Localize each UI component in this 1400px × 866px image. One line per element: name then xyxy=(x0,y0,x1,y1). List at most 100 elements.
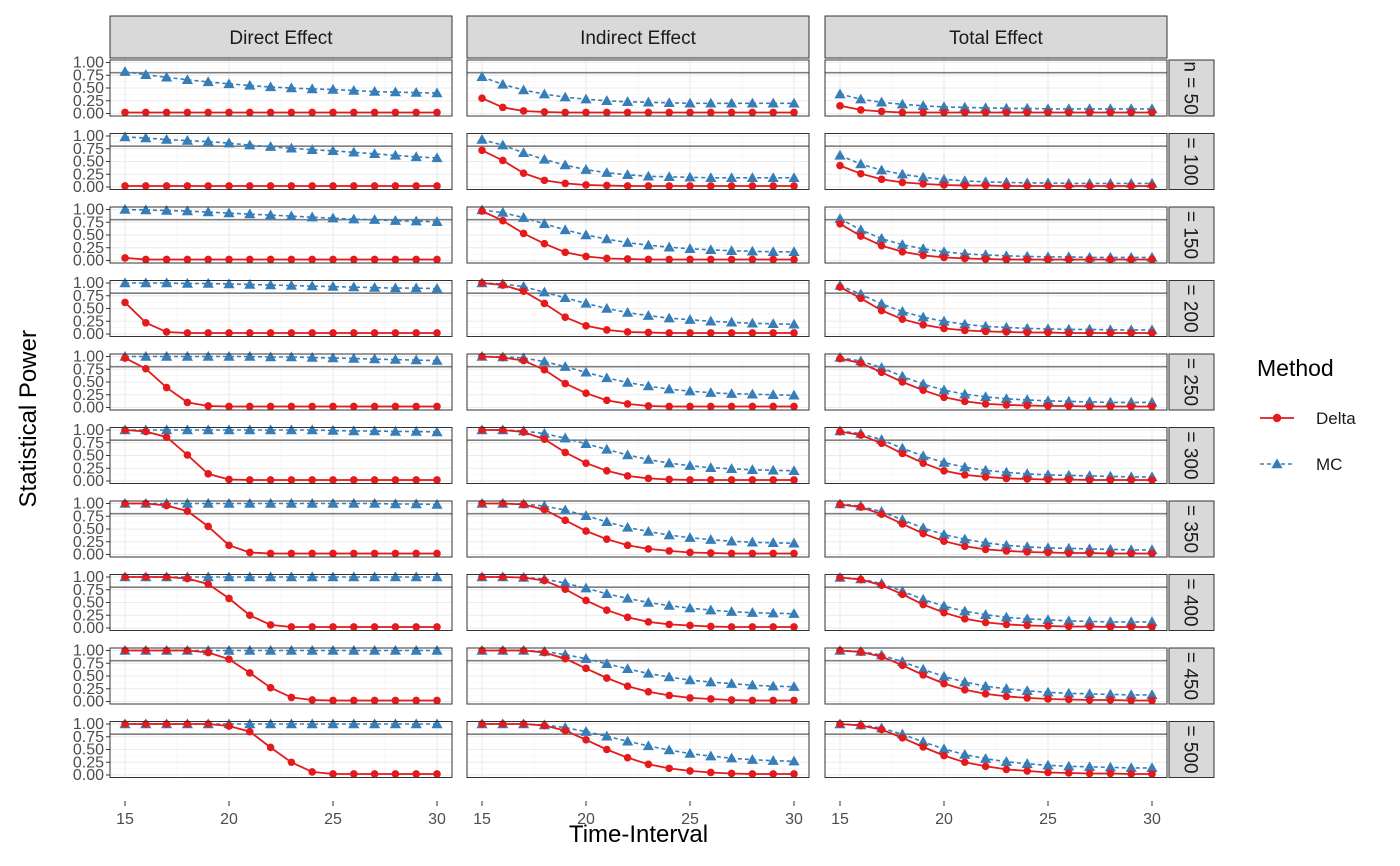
delta-point xyxy=(836,161,844,170)
mc-point xyxy=(896,442,908,453)
mc-point xyxy=(601,302,613,313)
delta-point xyxy=(162,182,171,190)
delta-point xyxy=(961,542,969,551)
y-tick-label: 0.75 xyxy=(73,729,104,746)
mc-point xyxy=(202,76,214,87)
delta-point xyxy=(898,590,907,599)
mc-point xyxy=(244,208,256,219)
y-tick-label: 0.25 xyxy=(73,166,104,183)
delta-point xyxy=(266,476,275,484)
mc-point xyxy=(938,173,950,184)
delta-point xyxy=(727,623,736,631)
delta-point xyxy=(1044,328,1052,337)
y-tick-label: 0.75 xyxy=(73,508,104,525)
delta-point xyxy=(519,428,528,436)
mc-point xyxy=(369,425,381,436)
delta-point xyxy=(391,402,400,411)
delta-point xyxy=(183,182,192,190)
delta-point xyxy=(350,108,358,117)
delta-point xyxy=(1106,182,1115,190)
mc-point xyxy=(1063,395,1075,406)
mc-point xyxy=(538,286,550,297)
delta-point xyxy=(686,329,694,337)
series-line-delta xyxy=(125,576,437,628)
mc-point xyxy=(896,168,908,179)
mc-point xyxy=(306,718,318,729)
delta-point xyxy=(665,475,673,484)
mc-point xyxy=(410,571,422,582)
mc-point xyxy=(497,139,509,150)
delta-point xyxy=(981,327,990,336)
mc-point xyxy=(705,462,717,472)
delta-point xyxy=(308,329,317,337)
mc-point xyxy=(369,718,381,729)
delta-point xyxy=(686,402,694,411)
mc-point xyxy=(601,372,613,383)
mc-point xyxy=(767,246,779,257)
delta-point xyxy=(266,621,275,629)
mc-point xyxy=(389,282,401,293)
mc-point xyxy=(726,535,738,546)
row-strip-box xyxy=(1168,280,1215,337)
row-strip: = 200 xyxy=(1168,280,1215,337)
delta-point xyxy=(981,690,990,698)
delta-point xyxy=(1106,623,1115,631)
y-tick-label: 0.25 xyxy=(73,681,104,698)
mc-point xyxy=(980,320,992,331)
delta-point xyxy=(919,600,927,609)
legend-key-point-mc xyxy=(1271,458,1283,469)
delta-point xyxy=(961,397,969,406)
delta-point xyxy=(603,535,611,543)
delta-point xyxy=(478,207,486,215)
mc-point xyxy=(896,239,908,249)
delta-point xyxy=(1085,622,1094,631)
panel-border xyxy=(466,280,810,337)
delta-point xyxy=(981,545,990,554)
mc-point xyxy=(538,88,550,99)
mc-point xyxy=(917,663,929,674)
mc-point xyxy=(1021,394,1033,405)
mc-point xyxy=(538,153,550,164)
mc-point xyxy=(663,383,675,394)
mc-point xyxy=(431,354,443,365)
delta-point xyxy=(1023,621,1031,630)
row-strip-label: = 150 xyxy=(1180,211,1201,259)
delta-point xyxy=(183,398,192,407)
delta-point xyxy=(142,646,150,655)
row-strip-box xyxy=(1168,353,1215,411)
series-line-delta xyxy=(124,301,437,334)
facet-panel xyxy=(109,59,453,117)
mc-point xyxy=(538,356,550,366)
delta-point xyxy=(329,549,337,558)
mc-point xyxy=(181,277,193,288)
delta-point xyxy=(246,727,254,736)
y-tick-label: 0.75 xyxy=(73,141,104,158)
mc-point xyxy=(306,351,318,362)
mc-point xyxy=(767,537,779,547)
delta-point xyxy=(644,255,653,264)
delta-point xyxy=(1148,402,1156,411)
y-tick-label: 0.00 xyxy=(73,694,104,711)
facet-panel xyxy=(466,350,810,411)
y-tick-label: 1.00 xyxy=(73,716,104,733)
panel-border xyxy=(466,59,810,117)
mc-point xyxy=(1146,762,1158,773)
delta-point xyxy=(582,322,590,330)
delta-point xyxy=(981,473,990,481)
series-line-delta xyxy=(482,723,794,775)
mc-point xyxy=(140,69,152,79)
delta-point xyxy=(582,736,590,744)
mc-point xyxy=(389,498,401,509)
delta-point xyxy=(121,254,129,262)
mc-point xyxy=(1021,541,1033,552)
row-strip: = 250 xyxy=(1168,353,1215,411)
delta-point xyxy=(898,315,907,324)
delta-point xyxy=(1106,255,1115,264)
mc-point xyxy=(202,350,214,361)
delta-point xyxy=(836,427,844,436)
mc-point xyxy=(767,389,779,399)
y-tick-label: 0.25 xyxy=(73,387,104,404)
mc-point xyxy=(642,380,654,391)
delta-point xyxy=(204,329,212,337)
